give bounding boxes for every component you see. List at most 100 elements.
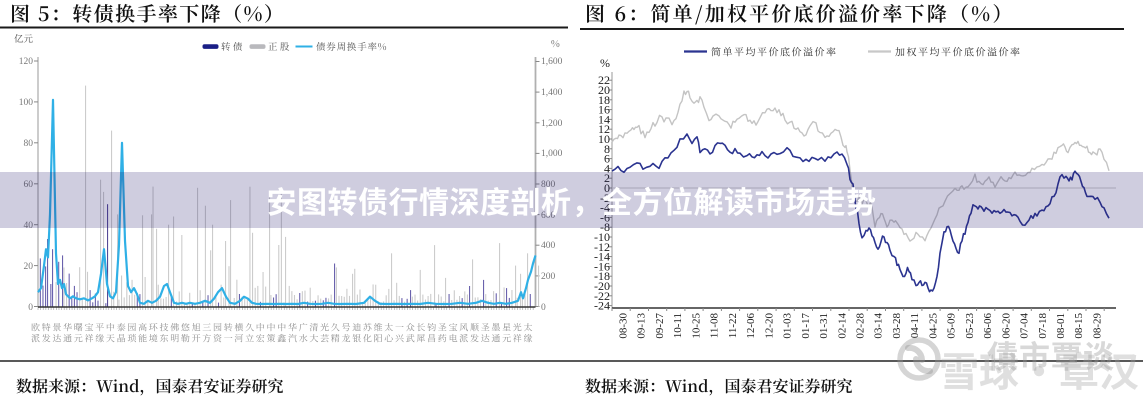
svg-text:昌: 昌 bbox=[427, 332, 436, 345]
svg-text:晶: 晶 bbox=[117, 332, 126, 345]
svg-text:-24: -24 bbox=[594, 299, 610, 313]
svg-text:一: 一 bbox=[395, 321, 404, 334]
svg-text:发: 发 bbox=[42, 332, 51, 345]
svg-text:精: 精 bbox=[331, 332, 340, 345]
svg-text:60: 60 bbox=[24, 180, 34, 190]
svg-text:高: 高 bbox=[138, 321, 147, 334]
svg-text:08-29: 08-29 bbox=[1092, 313, 1104, 339]
svg-text:10-25: 10-25 bbox=[690, 313, 702, 339]
svg-text:0: 0 bbox=[28, 303, 33, 313]
svg-text:清: 清 bbox=[309, 321, 318, 334]
svg-text:电: 电 bbox=[449, 332, 458, 345]
svg-text:龙: 龙 bbox=[341, 332, 350, 345]
svg-text:20: 20 bbox=[24, 262, 34, 272]
svg-text:芸: 芸 bbox=[320, 332, 329, 345]
svg-text:太: 太 bbox=[384, 321, 393, 334]
svg-text:资: 资 bbox=[213, 332, 222, 345]
svg-text:迪: 迪 bbox=[352, 321, 361, 334]
svg-text:数据来源：Wind，国泰君安证券研究: 数据来源：Wind，国泰君安证券研究 bbox=[16, 374, 283, 397]
svg-text:6: 6 bbox=[604, 152, 610, 166]
svg-text:曙: 曙 bbox=[74, 321, 83, 334]
svg-text:光: 光 bbox=[320, 321, 329, 334]
svg-text:-2: -2 bbox=[600, 191, 610, 205]
svg-text:鑫: 鑫 bbox=[277, 332, 286, 345]
svg-text:策: 策 bbox=[266, 332, 275, 345]
svg-text:10-11: 10-11 bbox=[672, 313, 684, 338]
svg-text:1,400: 1,400 bbox=[541, 88, 563, 98]
svg-text:星: 星 bbox=[502, 321, 511, 334]
svg-text:14: 14 bbox=[598, 112, 610, 126]
svg-text:0: 0 bbox=[604, 181, 610, 195]
svg-text:-16: -16 bbox=[594, 259, 610, 273]
svg-text:明: 明 bbox=[170, 332, 179, 345]
svg-text:号: 号 bbox=[341, 321, 350, 334]
svg-text:图 6：简单/加权平价底价溢价率下降（%）: 图 6：简单/加权平价底价溢价率下降（%） bbox=[585, 0, 1015, 27]
svg-text:风: 风 bbox=[459, 321, 468, 334]
svg-text:太: 太 bbox=[523, 321, 532, 334]
svg-text:立: 立 bbox=[245, 332, 254, 345]
svg-text:中: 中 bbox=[277, 321, 286, 334]
svg-text:04-11: 04-11 bbox=[909, 313, 921, 338]
svg-text:债券周换手率%: 债券周换手率% bbox=[316, 39, 387, 53]
svg-text:技: 技 bbox=[159, 321, 168, 334]
svg-text:特: 特 bbox=[42, 321, 51, 334]
svg-text:1,600: 1,600 bbox=[541, 57, 563, 67]
svg-text:图 5：转债换手率下降（%）: 图 5：转债换手率下降（%） bbox=[10, 0, 285, 27]
svg-text:-22: -22 bbox=[594, 289, 610, 303]
svg-text:银: 银 bbox=[352, 332, 361, 345]
svg-text:旭: 旭 bbox=[192, 321, 201, 334]
svg-text:维: 维 bbox=[374, 321, 383, 334]
svg-text:圣: 圣 bbox=[481, 321, 490, 334]
svg-text:悠: 悠 bbox=[181, 321, 190, 334]
svg-text:1,000: 1,000 bbox=[541, 149, 563, 159]
svg-text:07-04: 07-04 bbox=[1019, 313, 1031, 339]
svg-text:众: 众 bbox=[406, 321, 415, 334]
svg-text:横: 横 bbox=[234, 321, 243, 334]
svg-text:缘: 缘 bbox=[95, 332, 104, 345]
svg-text:01-03: 01-03 bbox=[782, 313, 794, 339]
svg-text:08-15: 08-15 bbox=[1073, 313, 1085, 339]
svg-text:09-27: 09-27 bbox=[654, 313, 666, 339]
svg-text:顺: 顺 bbox=[470, 321, 479, 334]
svg-text:泰: 泰 bbox=[117, 321, 126, 334]
svg-text:08-30: 08-30 bbox=[618, 313, 630, 339]
svg-text:达: 达 bbox=[52, 332, 61, 345]
svg-text:开: 开 bbox=[192, 332, 201, 345]
svg-text:40: 40 bbox=[24, 221, 34, 231]
svg-text:园: 园 bbox=[127, 321, 136, 334]
svg-text:-14: -14 bbox=[594, 250, 610, 264]
svg-text:-4: -4 bbox=[600, 201, 610, 215]
svg-text:达: 达 bbox=[481, 332, 490, 345]
svg-text:祥: 祥 bbox=[84, 332, 93, 345]
svg-text:三: 三 bbox=[202, 321, 211, 334]
svg-text:亿元: 亿元 bbox=[14, 31, 34, 45]
svg-text:华: 华 bbox=[288, 321, 297, 334]
svg-text:光: 光 bbox=[513, 321, 522, 334]
svg-text:圣: 圣 bbox=[438, 321, 447, 334]
svg-text:%: % bbox=[600, 56, 610, 70]
svg-text:中: 中 bbox=[106, 321, 115, 334]
svg-text:-18: -18 bbox=[594, 269, 610, 283]
svg-text:2: 2 bbox=[604, 171, 610, 185]
svg-text:缘: 缘 bbox=[523, 332, 532, 345]
svg-text:大: 大 bbox=[309, 332, 318, 345]
svg-text:0: 0 bbox=[541, 303, 546, 313]
svg-text:10: 10 bbox=[598, 132, 610, 146]
svg-text:元: 元 bbox=[502, 332, 511, 345]
svg-text:勒: 勒 bbox=[181, 332, 190, 345]
svg-text:02-14: 02-14 bbox=[836, 313, 848, 339]
svg-text:药: 药 bbox=[438, 332, 447, 345]
svg-text:80: 80 bbox=[24, 139, 34, 149]
svg-text:1,200: 1,200 bbox=[541, 119, 563, 129]
svg-text:04-25: 04-25 bbox=[927, 313, 939, 339]
svg-text:墨: 墨 bbox=[491, 321, 500, 334]
svg-text:东: 东 bbox=[159, 332, 168, 345]
svg-text:120: 120 bbox=[19, 57, 34, 67]
svg-text:%: % bbox=[551, 36, 560, 50]
svg-text:11-22: 11-22 bbox=[727, 313, 739, 338]
svg-text:16: 16 bbox=[598, 103, 610, 117]
svg-text:通: 通 bbox=[63, 332, 72, 345]
svg-text:钧: 钧 bbox=[427, 321, 436, 334]
svg-text:环: 环 bbox=[149, 321, 158, 334]
svg-text:派: 派 bbox=[31, 332, 40, 345]
